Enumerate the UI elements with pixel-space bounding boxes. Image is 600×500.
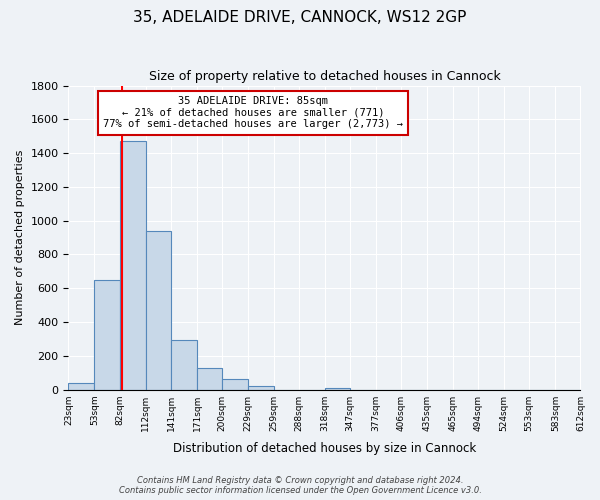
Y-axis label: Number of detached properties: Number of detached properties: [15, 150, 25, 326]
X-axis label: Distribution of detached houses by size in Cannock: Distribution of detached houses by size …: [173, 442, 476, 455]
Text: Contains HM Land Registry data © Crown copyright and database right 2024.
Contai: Contains HM Land Registry data © Crown c…: [119, 476, 481, 495]
Bar: [325, 388, 350, 390]
Text: 35 ADELAIDE DRIVE: 85sqm
← 21% of detached houses are smaller (771)
77% of semi-: 35 ADELAIDE DRIVE: 85sqm ← 21% of detach…: [103, 96, 403, 130]
Bar: [146, 232, 171, 390]
Text: 35, ADELAIDE DRIVE, CANNOCK, WS12 2GP: 35, ADELAIDE DRIVE, CANNOCK, WS12 2GP: [133, 10, 467, 25]
Bar: [248, 386, 274, 390]
Bar: [94, 280, 119, 390]
Bar: [171, 340, 197, 390]
Bar: [119, 140, 146, 390]
Bar: [222, 378, 248, 390]
Bar: [197, 368, 222, 390]
Bar: [68, 383, 94, 390]
Title: Size of property relative to detached houses in Cannock: Size of property relative to detached ho…: [149, 70, 500, 83]
